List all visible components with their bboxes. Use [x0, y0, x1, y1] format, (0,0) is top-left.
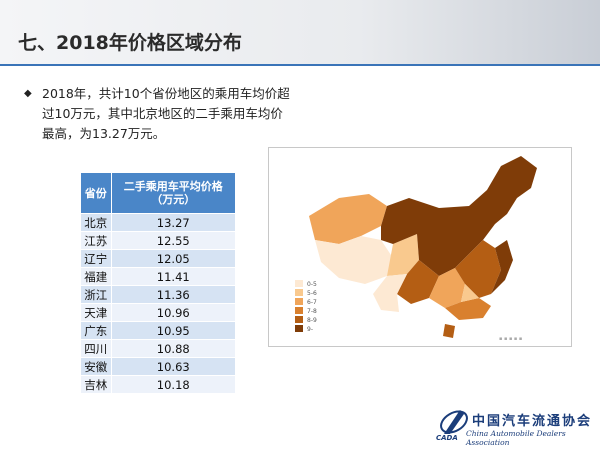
legend-label: 0-5 — [307, 281, 317, 288]
price-cell: 10.96 — [110, 303, 236, 322]
legend-swatch — [295, 307, 303, 314]
region — [315, 236, 393, 284]
logo-mark — [440, 410, 468, 434]
region — [387, 234, 419, 276]
title-bar — [0, 0, 600, 64]
legend-label: 9- — [307, 326, 313, 333]
legend-swatch — [295, 280, 303, 287]
region — [461, 284, 479, 302]
table-row: 四川 10.88 — [80, 339, 236, 358]
legend-label: 8-9 — [307, 317, 317, 324]
china-map: 0-5 5-6 6-7 7-8 8-9 9- ▪ ▪ ▪ ▪ ▪ — [295, 156, 537, 342]
table-row: 江苏 12.55 — [80, 231, 236, 250]
legend-swatch — [295, 298, 303, 305]
logo-text: CADA — [436, 434, 458, 442]
table-row: 安徽 10.63 — [80, 357, 236, 376]
region — [397, 260, 439, 304]
map-legend: 0-5 5-6 6-7 7-8 8-9 9- — [295, 280, 317, 333]
price-cell: 13.27 — [110, 213, 236, 232]
price-cell: 11.41 — [110, 267, 236, 286]
table-row: 福建 11.41 — [80, 267, 236, 286]
org-name-en: China Automobile Dealers Association — [466, 429, 566, 447]
table-body: 北京 13.27 江苏 12.55 辽宁 12.05 福建 11.41 浙江 11.36 天津 10.… — [80, 213, 236, 394]
region — [455, 240, 501, 298]
table-row: 浙江 11.36 — [80, 285, 236, 304]
column-header: 省份 — [80, 172, 112, 214]
header-line: 二手乘用车平均价格 — [123, 180, 223, 193]
region — [443, 324, 455, 338]
province-cell: 辽宁 — [80, 249, 112, 268]
province-cell: 安徽 — [80, 357, 112, 376]
legend-label: 6-7 — [307, 299, 317, 306]
bullet-text: 2018年，共计10个省份地区的乘用车均价超过10万元，其中北京地区的二手乘用车… — [24, 84, 292, 144]
province-cell: 浙江 — [80, 285, 112, 304]
table-row: 吉林 10.18 — [80, 375, 236, 394]
price-cell: 10.18 — [110, 375, 236, 394]
table-header: 省份 二手乘用车平均价格 （万元） — [80, 172, 236, 214]
province-cell: 天津 — [80, 303, 112, 322]
table-row: 北京 13.27 — [80, 213, 236, 232]
table-row: 天津 10.96 — [80, 303, 236, 322]
region — [373, 274, 407, 312]
region — [445, 298, 491, 320]
legend-swatch — [295, 316, 303, 323]
price-cell: 10.88 — [110, 339, 236, 358]
price-cell: 12.55 — [110, 231, 236, 250]
map-credit: ▪ ▪ ▪ ▪ ▪ — [499, 336, 522, 342]
region — [491, 240, 513, 294]
province-cell: 江苏 — [80, 231, 112, 250]
price-table: 省份 二手乘用车平均价格 （万元） 北京 13.27 江苏 12.55 辽宁 12.05 福建 1… — [80, 172, 236, 394]
province-cell: 北京 — [80, 213, 112, 232]
region — [309, 194, 387, 244]
region — [381, 156, 537, 276]
org-name: 中国汽车流通协会 — [472, 414, 593, 429]
region — [429, 268, 465, 308]
header-line: （万元） — [151, 193, 196, 206]
legend-label: 7-8 — [307, 308, 317, 315]
legend-swatch — [295, 289, 303, 296]
table-row: 广东 10.95 — [80, 321, 236, 340]
legend-swatch — [295, 325, 303, 332]
column-header: 二手乘用车平均价格 （万元） — [110, 172, 236, 214]
province-cell: 福建 — [80, 267, 112, 286]
province-cell: 吉林 — [80, 375, 112, 394]
province-cell: 广东 — [80, 321, 112, 340]
price-cell: 10.95 — [110, 321, 236, 340]
slide-title: 七、2018年价格区域分布 — [18, 32, 242, 54]
title-rule — [0, 64, 600, 66]
price-cell: 11.36 — [110, 285, 236, 304]
legend-label: 5-6 — [307, 290, 317, 297]
province-cell: 四川 — [80, 339, 112, 358]
price-cell: 12.05 — [110, 249, 236, 268]
map-frame: 0-5 5-6 6-7 7-8 8-9 9- ▪ ▪ ▪ ▪ ▪ — [268, 147, 572, 347]
table-row: 辽宁 12.05 — [80, 249, 236, 268]
price-cell: 10.63 — [110, 357, 236, 376]
